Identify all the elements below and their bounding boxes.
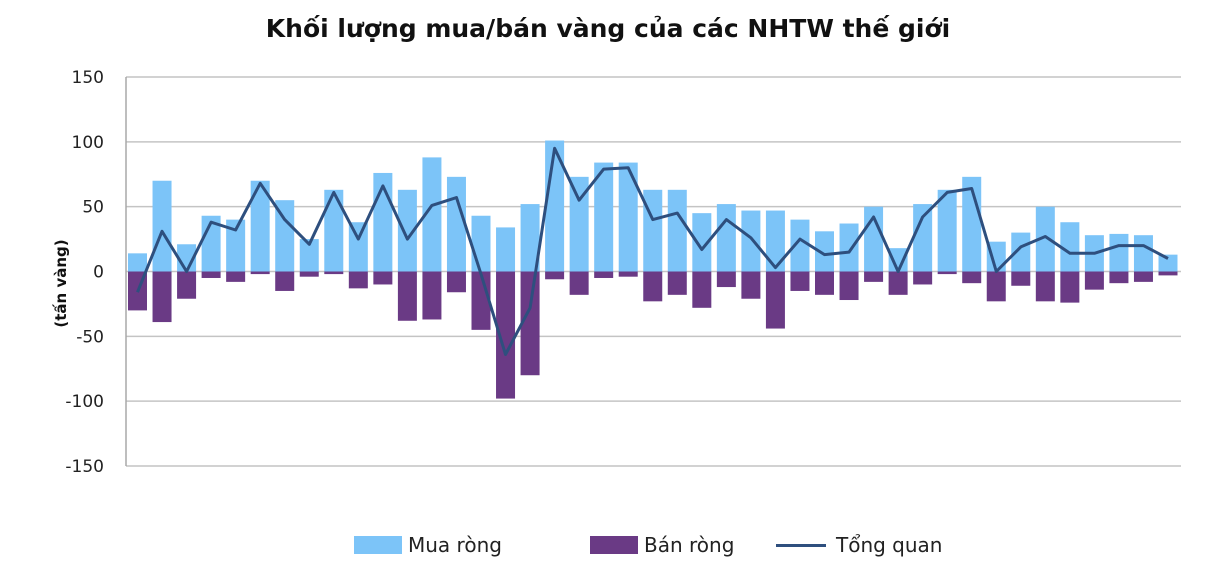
bar-mua-rong bbox=[496, 227, 516, 272]
bar-mua-rong bbox=[913, 204, 933, 272]
bar-mua-rong bbox=[765, 210, 785, 272]
bar-ban-rong bbox=[1084, 271, 1104, 290]
bar-mua-rong bbox=[1060, 222, 1080, 272]
bar-mua-rong bbox=[348, 222, 368, 272]
bar-mua-rong bbox=[250, 180, 270, 272]
bar-ban-rong bbox=[864, 271, 884, 282]
legend-item-mua-rong: Mua ròng bbox=[354, 530, 502, 560]
bar-mua-rong bbox=[128, 253, 147, 272]
bar-mua-rong bbox=[152, 180, 172, 272]
bar-ban-rong bbox=[177, 271, 197, 299]
bar-ban-rong bbox=[815, 271, 834, 295]
bar-ban-rong bbox=[937, 271, 957, 275]
bar-ban-rong bbox=[1035, 271, 1055, 302]
bar-mua-rong bbox=[1035, 206, 1055, 272]
bar-ban-rong bbox=[1011, 271, 1031, 286]
bar-ban-rong bbox=[716, 271, 736, 288]
bar-mua-rong bbox=[1158, 254, 1178, 272]
bar-ban-rong bbox=[741, 271, 761, 299]
bar-ban-rong bbox=[765, 271, 785, 329]
bar-ban-rong bbox=[250, 271, 270, 275]
legend-swatch-mua-rong bbox=[354, 536, 402, 554]
legend-label-ban-rong: Bán ròng bbox=[644, 533, 735, 557]
bar-ban-rong bbox=[152, 271, 172, 323]
y-tick-label: -100 bbox=[65, 392, 104, 412]
bar-mua-rong bbox=[1011, 232, 1031, 272]
bar-ban-rong bbox=[348, 271, 368, 289]
bar-ban-rong bbox=[1109, 271, 1129, 284]
bar-mua-rong bbox=[1133, 235, 1153, 272]
bar-mua-rong bbox=[741, 210, 761, 272]
bar-ban-rong bbox=[913, 271, 933, 285]
bar-ban-rong bbox=[422, 271, 442, 320]
bar-ban-rong bbox=[1133, 271, 1153, 282]
bar-ban-rong bbox=[790, 271, 810, 291]
y-tick-label: 0 bbox=[93, 263, 104, 283]
chart-svg: 150 100 50 0 -50 -100 -150 (tấn vàng) bbox=[52, 68, 1181, 477]
legend-line-tong-quan bbox=[776, 543, 826, 547]
bar-mua-rong bbox=[1109, 233, 1129, 272]
bar-ban-rong bbox=[275, 271, 295, 291]
bar-mua-rong bbox=[520, 204, 540, 272]
bar-ban-rong bbox=[226, 271, 246, 282]
bar-mua-rong bbox=[569, 176, 589, 272]
y-axis-label: (tấn vàng) bbox=[52, 239, 70, 327]
bar-mua-rong bbox=[667, 189, 687, 272]
bar-mua-rong bbox=[618, 162, 638, 272]
bar-mua-rong bbox=[692, 213, 712, 272]
line-tong-quan bbox=[136, 146, 1169, 356]
bar-ban-rong bbox=[1060, 271, 1080, 303]
bar-mua-rong bbox=[422, 157, 442, 272]
bar-ban-rong bbox=[667, 271, 687, 295]
bar-ban-rong bbox=[299, 271, 319, 277]
y-tick-label: 150 bbox=[72, 68, 104, 88]
y-tick-label: 100 bbox=[72, 133, 104, 153]
y-tick-label: -150 bbox=[65, 457, 104, 477]
bar-mua-rong bbox=[226, 219, 246, 272]
bar-ban-rong bbox=[520, 271, 540, 376]
legend-item-tong-quan: Tổng quan bbox=[776, 530, 942, 560]
bar-mua-rong bbox=[446, 176, 466, 272]
bar-ban-rong bbox=[324, 271, 344, 275]
bar-ban-rong bbox=[986, 271, 1006, 302]
bar-ban-rong bbox=[1158, 271, 1178, 276]
legend-label-tong-quan: Tổng quan bbox=[836, 533, 943, 557]
bar-ban-rong bbox=[201, 271, 221, 278]
chart-title: Khối lượng mua/bán vàng của các NHTW thế… bbox=[265, 14, 951, 43]
bar-mua-rong bbox=[324, 189, 344, 272]
bar-mua-rong bbox=[397, 189, 417, 272]
y-tick-label: -50 bbox=[76, 327, 104, 347]
bar-mua-rong bbox=[790, 219, 810, 272]
bar-mua-rong bbox=[594, 162, 614, 272]
bar-ban-rong bbox=[962, 271, 982, 284]
bar-mua-rong bbox=[299, 239, 319, 272]
bar-ban-rong bbox=[545, 271, 565, 280]
bar-mua-rong bbox=[716, 204, 736, 272]
legend: Mua ròng Bán ròng Tổng quan bbox=[0, 530, 1216, 560]
bar-mua-rong bbox=[275, 200, 295, 272]
bar-mua-rong bbox=[986, 241, 1006, 272]
legend-item-ban-rong: Bán ròng bbox=[590, 530, 734, 560]
bar-mua-rong bbox=[471, 215, 491, 272]
legend-label-mua-rong: Mua ròng bbox=[408, 533, 502, 557]
bar-ban-rong bbox=[446, 271, 466, 293]
bar-ban-rong bbox=[496, 271, 516, 399]
legend-swatch-ban-rong bbox=[590, 536, 638, 554]
bar-mua-rong bbox=[815, 231, 834, 272]
bar-mua-rong bbox=[839, 223, 859, 272]
bar-ban-rong bbox=[594, 271, 614, 278]
bar-mua-rong bbox=[937, 189, 957, 272]
bar-ban-rong bbox=[569, 271, 589, 295]
bar-ban-rong bbox=[839, 271, 859, 301]
bar-ban-rong bbox=[397, 271, 417, 321]
bar-ban-rong bbox=[618, 271, 638, 277]
bar-mua-rong bbox=[888, 248, 908, 272]
y-tick-label: 50 bbox=[82, 198, 104, 218]
bar-ban-rong bbox=[373, 271, 393, 285]
bar-ban-rong bbox=[692, 271, 712, 308]
bar-ban-rong bbox=[888, 271, 908, 295]
bar-ban-rong bbox=[643, 271, 663, 302]
